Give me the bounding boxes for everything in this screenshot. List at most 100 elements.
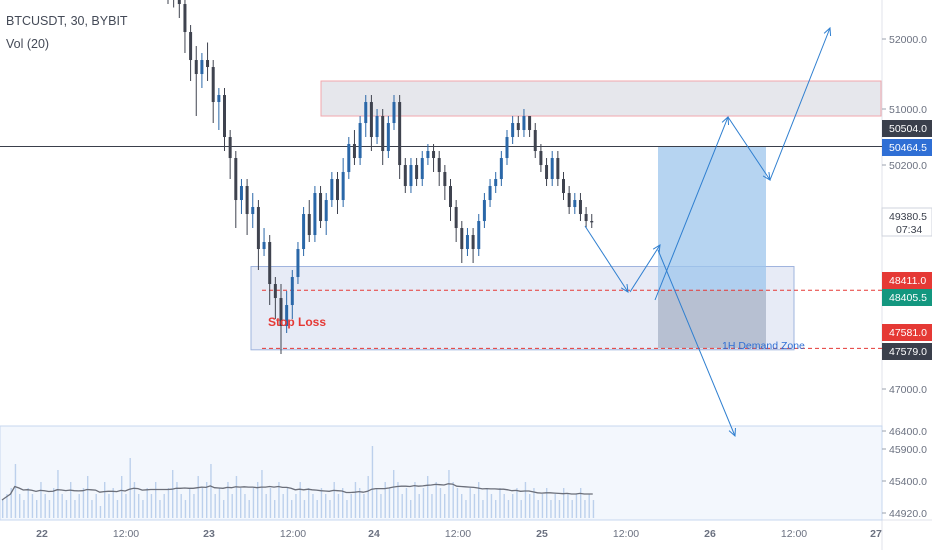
projection-arrow-down-1 bbox=[584, 225, 629, 293]
price-tag-box bbox=[881, 207, 932, 237]
volume-bar bbox=[533, 488, 535, 518]
volume-indicator-label: Vol (20) bbox=[6, 37, 50, 51]
volume-bar bbox=[70, 482, 72, 518]
volume-bar bbox=[44, 494, 46, 518]
candle-body bbox=[573, 200, 577, 208]
candle-body bbox=[511, 123, 515, 138]
volume-bar bbox=[48, 500, 51, 518]
y-tick-label: 51000.0 bbox=[889, 104, 927, 116]
volume-bar bbox=[537, 500, 539, 518]
volume-bar bbox=[401, 494, 403, 518]
x-tick-label: 12:00 bbox=[113, 528, 139, 540]
volume-ma-line bbox=[1, 483, 593, 501]
price-tag-label: 48411.0 bbox=[889, 275, 926, 287]
volume-bar bbox=[320, 488, 323, 518]
volume-bar bbox=[74, 500, 76, 518]
candle-body bbox=[234, 158, 238, 201]
candle-body bbox=[539, 151, 543, 166]
y-tick-label: 52000.0 bbox=[889, 34, 927, 46]
volume-bar bbox=[520, 500, 522, 518]
volume-bar bbox=[133, 482, 136, 518]
x-tick-label: 12:00 bbox=[613, 528, 639, 540]
candle-body bbox=[477, 221, 481, 250]
volume-bar bbox=[529, 494, 531, 518]
volume-bar bbox=[99, 506, 102, 518]
volume-bar bbox=[448, 470, 450, 518]
candle-body bbox=[206, 60, 210, 68]
candle-body bbox=[533, 130, 537, 152]
volume-bar bbox=[461, 494, 463, 518]
y-tick-label: 46400.0 bbox=[889, 426, 927, 438]
candle-body bbox=[324, 200, 328, 222]
price-tag-countdown: 07:34 bbox=[896, 224, 922, 236]
candle-body bbox=[251, 207, 255, 215]
candle-body bbox=[245, 186, 249, 215]
projection-arrow-down-3 bbox=[657, 249, 736, 437]
volume-bar bbox=[571, 500, 573, 518]
candle-body bbox=[330, 179, 334, 201]
volume-bar bbox=[218, 488, 221, 518]
volume-bar bbox=[27, 488, 29, 518]
volume-bar bbox=[465, 500, 467, 518]
candle-body bbox=[177, 0, 181, 5]
x-tick-label: 23 bbox=[203, 528, 215, 540]
price-tag-label: 47581.0 bbox=[889, 327, 927, 339]
x-tick-label: 12:00 bbox=[280, 528, 306, 540]
volume-bar bbox=[473, 494, 476, 518]
projection-arrow-up-3-head bbox=[823, 26, 832, 37]
volume-bar bbox=[121, 476, 123, 518]
price-tag-box bbox=[882, 324, 932, 341]
volume-bar bbox=[214, 494, 216, 518]
x-tick-label: 25 bbox=[536, 528, 548, 540]
candle-body bbox=[223, 95, 226, 138]
volume-bar bbox=[142, 500, 144, 518]
volume-bar bbox=[456, 488, 459, 518]
volume-bar bbox=[193, 494, 195, 518]
volume-bar bbox=[329, 500, 331, 518]
volume-bar bbox=[558, 500, 561, 518]
candle-body bbox=[567, 193, 571, 208]
volume-bar bbox=[57, 470, 59, 518]
volume-bar bbox=[380, 494, 382, 518]
volume-bar bbox=[524, 482, 527, 518]
volume-bar bbox=[223, 500, 225, 518]
volume-bar bbox=[388, 488, 391, 518]
price-tag-box bbox=[882, 343, 932, 360]
volume-bar bbox=[486, 488, 488, 518]
volume-bar bbox=[393, 470, 395, 518]
volume-bar bbox=[87, 476, 89, 518]
x-tick-label: 24 bbox=[368, 528, 380, 540]
price-tag-box bbox=[882, 272, 932, 289]
volume-bar bbox=[354, 482, 357, 518]
candle-body bbox=[194, 60, 198, 75]
volume-bar bbox=[116, 500, 119, 518]
candle-body bbox=[460, 228, 464, 250]
volume-bar bbox=[244, 494, 246, 518]
volume-bar bbox=[563, 488, 565, 518]
price-tag-box bbox=[882, 289, 932, 306]
candle-body bbox=[494, 179, 498, 187]
volume-bar bbox=[252, 488, 255, 518]
candle-body bbox=[426, 151, 430, 159]
candle-body bbox=[375, 116, 379, 138]
candle-body bbox=[516, 123, 520, 131]
volume-bar bbox=[31, 494, 34, 518]
volume-bar bbox=[405, 488, 408, 518]
x-tick-label: 22 bbox=[36, 528, 48, 540]
volume-bar bbox=[19, 494, 21, 518]
volume-bar bbox=[6, 494, 8, 518]
volume-bar bbox=[452, 482, 454, 518]
volume-bar bbox=[371, 446, 374, 518]
volume-bar bbox=[495, 500, 497, 518]
candle-body bbox=[211, 67, 215, 103]
candle-body bbox=[528, 116, 532, 131]
candle-body bbox=[228, 137, 232, 159]
candle-body bbox=[341, 172, 345, 201]
candle-body bbox=[409, 165, 413, 187]
y-tick-label: 45900.0 bbox=[889, 444, 927, 456]
candle-body bbox=[392, 102, 396, 124]
candle-body bbox=[590, 221, 594, 223]
volume-bar bbox=[435, 482, 437, 518]
volume-bar bbox=[482, 500, 484, 518]
